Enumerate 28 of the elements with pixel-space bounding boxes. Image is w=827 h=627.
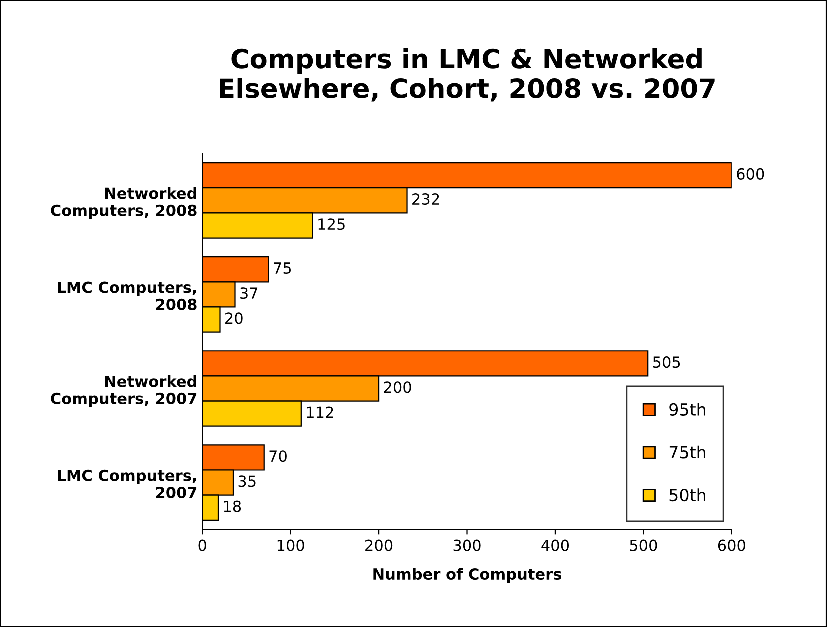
data-label: 75 [274,262,292,274]
data-label: 232 [412,194,440,206]
data-label: 125 [318,218,345,230]
y-tick-label: Networked Computers, 2007 [51,376,197,408]
y-tick-label: LMC Computers, 2008 [58,282,197,310]
legend-label: 50th [670,488,706,502]
legend-label: 75th [670,446,706,459]
data-label: 37 [240,288,258,300]
y-tick-label: Networked Computers, 2008 [51,187,197,220]
x-tick-label: 200 [366,540,393,552]
y-tick-label: LMC Computers, 2007 [58,470,197,499]
data-label: 70 [270,450,287,462]
chart-title: Computers in LMC & Networked Elsewhere, Cohort, 2008 vs. 2007 [220,48,715,102]
data-label: 112 [307,406,334,418]
x-axis-title: Number of Computers [374,568,562,583]
x-tick-label: 400 [542,540,570,552]
data-label: 600 [737,168,764,180]
data-label: 18 [224,500,242,512]
legend-label: 95th [670,403,706,416]
x-tick-label: 100 [278,540,304,552]
x-tick-label: 600 [718,540,746,552]
data-label: 505 [653,356,680,368]
x-tick-label: 300 [454,540,481,552]
data-label: 20 [226,312,243,324]
x-tick-label: 0 [198,540,206,552]
x-tick-label: 500 [630,540,658,552]
data-label: 35 [238,476,256,488]
data-label: 200 [384,382,412,394]
